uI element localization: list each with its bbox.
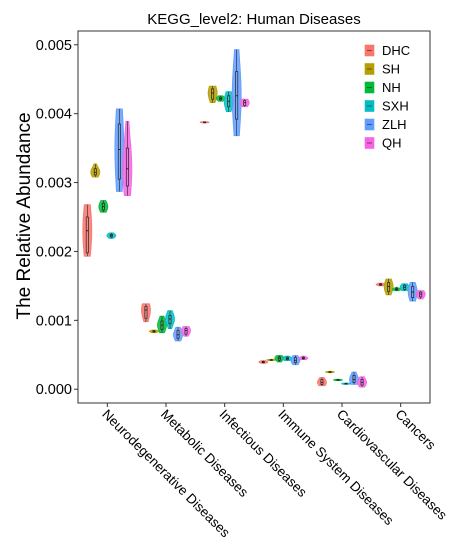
y-tick-label: 0.001 (36, 313, 72, 329)
violin-nh-5 (333, 378, 343, 382)
chart-title: KEGG_level2: Human Diseases (147, 11, 360, 28)
iqr-box (211, 88, 215, 100)
violin-nh-1 (98, 200, 109, 213)
violin-sxh-1 (106, 232, 117, 239)
violin-qh-4 (298, 355, 309, 360)
legend-label: NH (382, 80, 401, 95)
violin-dhc-1 (82, 204, 93, 257)
legend-label: SH (382, 62, 400, 77)
violin-shape (415, 290, 426, 300)
violin-dhc-2 (141, 303, 151, 323)
violin-shape (141, 303, 151, 323)
violins-layer (82, 49, 426, 388)
x-tick-label: Immune System Diseases (275, 407, 397, 529)
violin-dhc-4 (258, 360, 269, 364)
legend: DHC SH NH SXH ZLH QH (364, 43, 410, 151)
violin-sh-3 (207, 85, 218, 104)
violin-shape (317, 377, 327, 387)
iqr-box (85, 216, 89, 254)
violin-qh-2 (181, 326, 191, 337)
violin-zlh-3 (231, 49, 242, 137)
violin-shape (122, 120, 133, 197)
violin-sxh-2 (165, 310, 175, 329)
legend-label: ZLH (382, 117, 407, 132)
plot-panel (77, 30, 431, 404)
iqr-box (184, 328, 188, 335)
violin-qh-5 (357, 376, 367, 388)
x-tick-label: Neurodegenerative Diseases (99, 407, 233, 541)
violin-nh-6 (391, 286, 402, 292)
iqr-box (168, 315, 172, 325)
iqr-box (125, 147, 129, 187)
legend-item-zlh: ZLH (364, 117, 407, 132)
violin-sxh-5 (341, 382, 351, 385)
legend-item-sh: SH (364, 62, 400, 77)
violin-qh-3 (239, 98, 250, 108)
y-tick-label: 0.004 (36, 107, 72, 123)
legend-label: QH (382, 136, 402, 151)
violin-sh-1 (90, 163, 101, 178)
y-axis-title: The Relative Abundance (14, 112, 35, 319)
violin-sh-6 (383, 278, 394, 296)
legend-item-qh: QH (364, 136, 402, 151)
violin-shape (173, 326, 183, 342)
legend-label: DHC (382, 43, 410, 58)
legend-item-nh: NH (364, 80, 401, 95)
violin-zlh-1 (114, 108, 125, 192)
iqr-box (144, 306, 148, 319)
x-tick-label: Cancers (393, 407, 439, 453)
violin-dhc-3 (199, 121, 210, 124)
violin-dhc-6 (375, 282, 386, 287)
violin-shape (157, 315, 167, 334)
x-tick-label: Cardiovascular Diseases (334, 407, 450, 523)
violin-sh-4 (266, 358, 277, 362)
violin-nh-2 (157, 315, 167, 334)
legend-item-sxh: SXH (364, 99, 409, 114)
violin-qh-1 (122, 120, 133, 197)
violin-shape (165, 310, 175, 329)
y-tick-label: 0.003 (36, 176, 72, 192)
iqr-box (352, 375, 356, 383)
y-tick-label: 0.005 (36, 38, 72, 54)
violin-zlh-4 (290, 355, 301, 366)
violin-sh-2 (149, 329, 159, 334)
iqr-box (117, 123, 121, 180)
violin-qh-6 (415, 290, 426, 300)
y-tick-label: 0.000 (36, 382, 72, 398)
violin-zlh-6 (407, 282, 418, 302)
violin-shape (90, 163, 101, 178)
violin-sxh-6 (399, 283, 410, 292)
violin-nh-4 (274, 355, 285, 363)
legend-label: SXH (382, 99, 409, 114)
violin-sh-5 (325, 370, 335, 374)
violin-shape (181, 326, 191, 337)
y-axis: 0.000 0.001 0.002 0.003 0.004 0.005 (36, 38, 78, 398)
y-tick-label: 0.002 (36, 244, 72, 260)
violin-zlh-2 (173, 326, 183, 342)
legend-item-dhc: DHC (364, 43, 410, 58)
violin-sxh-4 (282, 355, 293, 362)
violin-dhc-5 (317, 377, 327, 387)
violin-nh-3 (215, 95, 226, 102)
